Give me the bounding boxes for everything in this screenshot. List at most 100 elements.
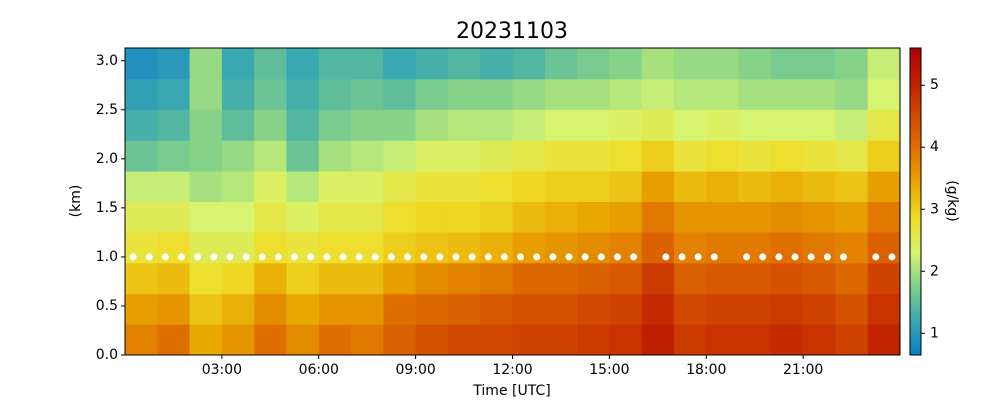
heatmap-cell	[512, 231, 546, 264]
heatmap-cell	[383, 324, 417, 355]
heatmap-cell	[835, 140, 869, 172]
y-axis-label: (km)	[68, 185, 84, 218]
marker-point	[678, 253, 686, 261]
heatmap-cell	[447, 109, 481, 141]
heatmap-cell	[544, 324, 578, 355]
heatmap-cell	[706, 293, 740, 325]
heatmap-cell	[221, 171, 255, 202]
heatmap-cell	[351, 109, 384, 141]
marker-point	[242, 253, 250, 261]
heatmap-cell	[415, 293, 449, 325]
heatmap-cell	[447, 324, 481, 355]
heatmap-cell	[189, 171, 223, 202]
heatmap-cell	[706, 48, 740, 80]
marker-point	[404, 253, 412, 261]
heatmap-cell	[189, 109, 223, 141]
heatmap-cell	[706, 109, 740, 141]
heatmap-cell	[286, 201, 320, 233]
heatmap-cell	[157, 293, 191, 325]
heatmap-cell	[318, 78, 352, 110]
marker-point	[436, 253, 444, 261]
heatmap-cell	[544, 171, 578, 202]
heatmap-cell	[609, 171, 643, 202]
marker-point	[613, 253, 621, 261]
heatmap-cell	[835, 171, 869, 202]
heatmap-cell	[738, 48, 772, 80]
heatmap-cell	[447, 293, 481, 325]
marker-point	[597, 253, 605, 261]
marker-point	[775, 253, 783, 261]
heatmap-cell	[577, 231, 610, 264]
heatmap-cell	[254, 231, 287, 264]
heatmap-cell	[318, 171, 352, 202]
heatmap-cell	[254, 324, 287, 355]
heatmap-cell	[189, 48, 223, 80]
marker-point	[307, 253, 315, 261]
heatmap-cell	[706, 231, 740, 264]
heatmap-cell	[770, 140, 804, 172]
heatmap-cell	[157, 78, 191, 110]
heatmap-cell	[544, 262, 578, 295]
heatmap-cell	[286, 262, 320, 295]
y-tick-label: 0.5	[96, 298, 118, 314]
marker-point	[355, 253, 363, 261]
heatmap-cell	[189, 293, 223, 325]
marker-point	[872, 253, 880, 261]
heatmap-cell	[803, 201, 836, 233]
heatmap-cell	[673, 140, 707, 172]
heatmap-cell	[254, 262, 287, 295]
heatmap-cell	[254, 109, 287, 141]
heatmap-cell	[512, 171, 546, 202]
heatmap-cell	[673, 262, 707, 295]
heatmap-cell	[286, 140, 320, 172]
heatmap-cell	[221, 231, 255, 264]
heatmap-cell	[125, 109, 158, 141]
heatmap-cell	[189, 231, 223, 264]
heatmap-cell	[544, 109, 578, 141]
marker-point	[581, 253, 589, 261]
heatmap-cell	[577, 262, 610, 295]
heatmap-cell	[254, 171, 287, 202]
heatmap-cell	[803, 78, 836, 110]
heatmap-cell	[577, 324, 610, 355]
heatmap-cell	[351, 293, 384, 325]
marker-point	[791, 253, 799, 261]
heatmap-cell	[318, 324, 352, 355]
heatmap-cell	[673, 78, 707, 110]
heatmap-cell	[447, 262, 481, 295]
x-tick-label: 09:00	[395, 362, 435, 378]
heatmap-cell	[286, 324, 320, 355]
heatmap-cell	[673, 171, 707, 202]
y-tick-label: 1.5	[96, 200, 118, 216]
y-tick-label: 3.0	[96, 53, 118, 69]
heatmap-cell	[803, 140, 836, 172]
heatmap-cell	[770, 48, 804, 80]
heatmap-cell	[867, 171, 900, 202]
heatmap-cell	[738, 324, 772, 355]
heatmap-cell	[447, 78, 481, 110]
heatmap-cell	[512, 109, 546, 141]
heatmap-cell	[544, 201, 578, 233]
colorbar-tick-label: 2	[930, 263, 939, 279]
heatmap-cell	[157, 324, 191, 355]
heatmap-cell	[221, 78, 255, 110]
heatmap-cell	[480, 201, 513, 233]
marker-point	[807, 253, 815, 261]
marker-point	[323, 253, 331, 261]
marker-point	[178, 253, 186, 261]
heatmap-cell	[867, 293, 900, 325]
x-tick-label: 21:00	[783, 362, 823, 378]
heatmap-cell	[447, 48, 481, 80]
heatmap-cell	[415, 78, 449, 110]
heatmap-cell	[609, 231, 643, 264]
heatmap-cell	[641, 171, 675, 202]
heatmap-cell	[221, 140, 255, 172]
x-tick-label: 12:00	[492, 362, 532, 378]
heatmap-cell	[641, 201, 675, 233]
heatmap-cell	[254, 78, 287, 110]
heatmap-cell	[447, 231, 481, 264]
marker-point	[517, 253, 525, 261]
heatmap-cell	[770, 201, 804, 233]
heatmap-cell	[125, 78, 158, 110]
heatmap-cell	[609, 140, 643, 172]
